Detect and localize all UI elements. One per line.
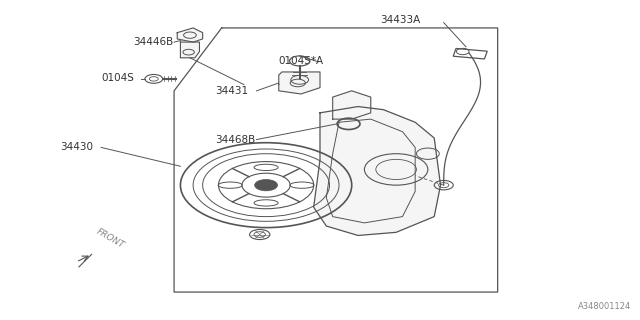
Text: 34468B: 34468B (215, 135, 255, 145)
Text: 34433A: 34433A (380, 15, 420, 25)
Text: A348001124: A348001124 (578, 302, 631, 311)
Polygon shape (177, 28, 203, 42)
Bar (453, 49, 487, 59)
Polygon shape (279, 72, 320, 94)
Circle shape (255, 180, 278, 191)
Text: 0104S*A: 0104S*A (279, 56, 324, 66)
Text: 34446B: 34446B (133, 37, 173, 47)
Polygon shape (314, 107, 440, 236)
Text: 0104S: 0104S (101, 73, 134, 83)
Text: 34430: 34430 (60, 142, 93, 152)
Polygon shape (180, 42, 200, 58)
Text: FRONT: FRONT (95, 227, 126, 250)
Polygon shape (333, 91, 371, 119)
Text: 34431: 34431 (215, 86, 248, 96)
